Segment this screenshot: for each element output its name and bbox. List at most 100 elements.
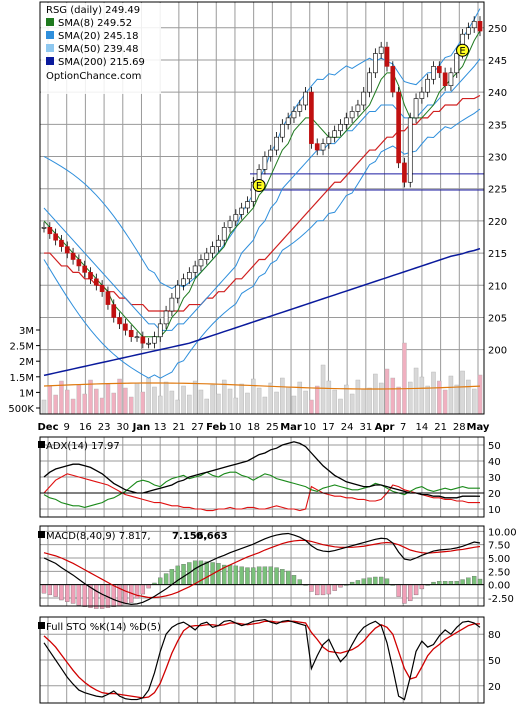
volume-bar: [297, 381, 303, 415]
macd-hist-bar: [326, 584, 332, 595]
candle-body: [268, 149, 274, 157]
stochastic-panel: 20 50 80 Full STO %K(14) %D(5): [38, 616, 501, 704]
stochastic-k-line: [43, 618, 481, 701]
x-tick-label: 25: [266, 422, 279, 433]
candle-body: [146, 342, 151, 345]
x-tick-label: May: [467, 422, 490, 433]
adx-minus-di-line: [43, 473, 480, 512]
panel-y-tick: 30: [488, 473, 501, 484]
adx-panel: 10 20 30 40 50 ADX(14) 17.97: [38, 436, 501, 518]
macd-hist-bar: [472, 575, 477, 585]
candle-body: [140, 336, 146, 344]
volume-bar: [88, 379, 93, 415]
legend-sma50: SMA(50) 239.48: [58, 44, 139, 55]
volume-bar: [332, 389, 337, 415]
volume-y-ticks: 3M 2.5M 2M 1.5M 1M 500K: [8, 326, 40, 415]
volume-bar: [256, 387, 262, 415]
candle-body: [477, 21, 483, 32]
volume-bar: [396, 386, 401, 415]
candle-body: [198, 259, 204, 267]
volume-bar: [99, 397, 105, 415]
macd-hist-bar: [280, 569, 285, 585]
price-y-tick: 225: [488, 185, 507, 196]
candle-body: [192, 265, 198, 273]
price-frame: [39, 1, 485, 415]
x-tick-label: 18: [247, 422, 260, 433]
earnings-marker: [456, 43, 470, 57]
candle-body: [227, 220, 233, 228]
x-tick-label: 7: [400, 422, 406, 433]
macd-line: [43, 532, 481, 606]
volume-bar: [402, 342, 407, 415]
candle-body: [123, 323, 128, 331]
candle-body: [186, 272, 192, 280]
candle-body: [163, 310, 169, 325]
sma50-swatch: [46, 44, 54, 52]
candle-body: [314, 143, 320, 151]
macd-hist-bar: [378, 576, 384, 585]
price-y-ticks: 200 205 210 215 220 225 230 235 240 245 250: [488, 24, 507, 357]
x-tick-label: 21: [173, 422, 186, 433]
volume-bar: [245, 392, 250, 415]
candle-body: [175, 284, 181, 299]
volume-y-tick: 3M: [19, 326, 34, 337]
candle-body: [338, 124, 343, 132]
macd-hist-bar: [70, 584, 76, 604]
macd-hist-bar: [477, 578, 483, 585]
macd-signal-line: [43, 539, 481, 599]
earnings-marker-label: E: [256, 181, 262, 192]
volume-bar: [65, 389, 70, 415]
macd-hist-bar: [76, 584, 82, 606]
panel-y-tick: -2.50: [488, 594, 514, 605]
candle-body: [425, 78, 431, 93]
x-tick-label: Dec: [37, 422, 58, 433]
price-y-tick: 200: [488, 346, 507, 357]
x-tick-label: 10: [229, 422, 242, 433]
volume-bar: [210, 384, 215, 415]
macd-hist-bar: [158, 577, 163, 585]
volume-bar: [280, 377, 285, 415]
x-tick-label: 27: [191, 422, 204, 433]
volume-bar: [413, 367, 419, 415]
adx-title: ADX(14) 17.97: [46, 441, 120, 452]
macd-hist-bar: [309, 584, 314, 592]
chart-title: RSG (daily) 249.49: [46, 5, 140, 16]
legend-sma20: SMA(20) 245.18: [58, 31, 139, 42]
x-tick-label: 21: [434, 422, 447, 433]
macd-hist-bar: [315, 584, 320, 596]
candle-body: [111, 304, 117, 318]
sma200-swatch: [46, 57, 54, 65]
volume-bar: [384, 368, 390, 415]
macd-hist-bar: [251, 567, 256, 585]
candle-body: [384, 46, 390, 67]
volume-bar: [221, 379, 227, 415]
candle-body: [303, 91, 308, 106]
candle-body: [320, 143, 326, 151]
macd-hist-bar: [402, 584, 407, 604]
price-y-tick: 230: [488, 153, 507, 164]
candle-body: [396, 91, 401, 164]
macd-hist-value: 0.663: [196, 531, 228, 542]
panel-y-tick: 50: [488, 441, 501, 452]
x-tick-label: Mar: [280, 422, 302, 433]
adx-frame: [39, 436, 485, 518]
macd-hist-bar: [59, 584, 64, 601]
volume-bar: [76, 384, 82, 415]
macd-hist-bar: [274, 567, 279, 585]
sma8-line: [43, 30, 481, 338]
macd-hist-bar: [204, 561, 209, 585]
candle-body: [169, 297, 175, 312]
macd-hist-bar: [134, 584, 140, 599]
volume-bar: [442, 389, 448, 415]
candle-body: [216, 239, 221, 247]
candle-body: [64, 246, 70, 254]
volume-bar: [477, 374, 483, 415]
macd-hist-bar: [396, 584, 401, 597]
macd-hist-bar: [442, 581, 448, 585]
candle-body: [105, 291, 111, 305]
volume-bar: [349, 393, 355, 415]
volume-bar: [152, 386, 157, 415]
x-tick-label: 10: [303, 422, 316, 433]
volume-bar: [437, 380, 442, 415]
price-y-tick: 245: [488, 56, 507, 67]
